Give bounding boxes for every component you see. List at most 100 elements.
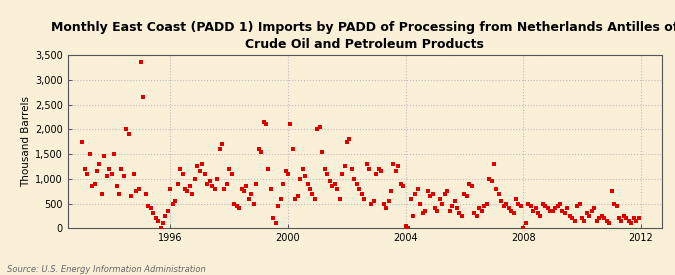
Point [591, 219, 602, 223]
Point [616, 219, 626, 223]
Point [493, 191, 504, 196]
Point [564, 214, 575, 218]
Point [468, 211, 479, 216]
Point [178, 172, 188, 176]
Point [163, 209, 173, 213]
Point [138, 95, 148, 99]
Point [229, 201, 240, 206]
Point [246, 191, 256, 196]
Point [430, 206, 441, 211]
Point [501, 201, 512, 206]
Point [633, 216, 644, 221]
Point [364, 167, 375, 171]
Point [194, 169, 205, 174]
Point [442, 189, 453, 193]
Point [560, 211, 570, 216]
Point [128, 172, 139, 176]
Point [555, 201, 566, 206]
Point [211, 177, 222, 181]
Point [165, 186, 176, 191]
Point [491, 186, 502, 191]
Y-axis label: Thousand Barrels: Thousand Barrels [21, 96, 30, 187]
Point [104, 167, 115, 171]
Point [79, 167, 90, 171]
Point [537, 201, 548, 206]
Point [97, 191, 107, 196]
Point [231, 204, 242, 208]
Point [405, 196, 416, 201]
Point [263, 167, 274, 171]
Point [444, 209, 455, 213]
Point [221, 182, 232, 186]
Point [89, 182, 100, 186]
Point [259, 120, 269, 124]
Point [300, 174, 310, 178]
Point [241, 184, 252, 188]
Title: Monthly East Coast (PADD 1) Imports by PADD of Processing from Netherlands Antil: Monthly East Coast (PADD 1) Imports by P… [51, 21, 675, 51]
Point [192, 164, 203, 169]
Point [133, 186, 144, 191]
Point [528, 209, 539, 213]
Point [236, 186, 247, 191]
Point [447, 204, 458, 208]
Point [567, 216, 578, 221]
Point [288, 147, 298, 151]
Point [92, 169, 103, 174]
Point [136, 60, 146, 65]
Point [525, 204, 536, 208]
Point [464, 182, 475, 186]
Point [479, 204, 489, 208]
Point [322, 172, 333, 176]
Point [329, 182, 340, 186]
Point [167, 201, 178, 206]
Point [547, 209, 558, 213]
Point [366, 201, 377, 206]
Point [471, 214, 482, 218]
Point [510, 196, 521, 201]
Point [155, 226, 166, 230]
Point [587, 209, 597, 213]
Point [275, 196, 286, 201]
Point [508, 211, 519, 216]
Point [344, 137, 354, 141]
Point [533, 211, 543, 216]
Point [334, 196, 345, 201]
Point [99, 154, 109, 159]
Point [153, 219, 163, 223]
Point [277, 182, 288, 186]
Point [483, 177, 494, 181]
Point [307, 191, 318, 196]
Point [393, 164, 404, 169]
Point [569, 219, 580, 223]
Point [312, 127, 323, 131]
Point [292, 194, 303, 198]
Point [572, 204, 583, 208]
Point [626, 221, 637, 226]
Point [513, 201, 524, 206]
Point [378, 201, 389, 206]
Point [226, 172, 237, 176]
Point [248, 201, 259, 206]
Point [77, 139, 88, 144]
Point [462, 194, 472, 198]
Point [542, 206, 553, 211]
Point [170, 199, 181, 203]
Point [535, 214, 546, 218]
Point [611, 204, 622, 208]
Point [265, 186, 276, 191]
Point [601, 219, 612, 223]
Point [101, 174, 112, 178]
Point [552, 204, 563, 208]
Point [425, 194, 435, 198]
Point [175, 167, 186, 171]
Point [346, 167, 357, 171]
Point [111, 184, 122, 188]
Point [381, 206, 392, 211]
Point [584, 214, 595, 218]
Point [209, 186, 220, 191]
Point [481, 201, 492, 206]
Point [116, 167, 127, 171]
Point [185, 184, 196, 188]
Point [356, 191, 367, 196]
Point [503, 206, 514, 211]
